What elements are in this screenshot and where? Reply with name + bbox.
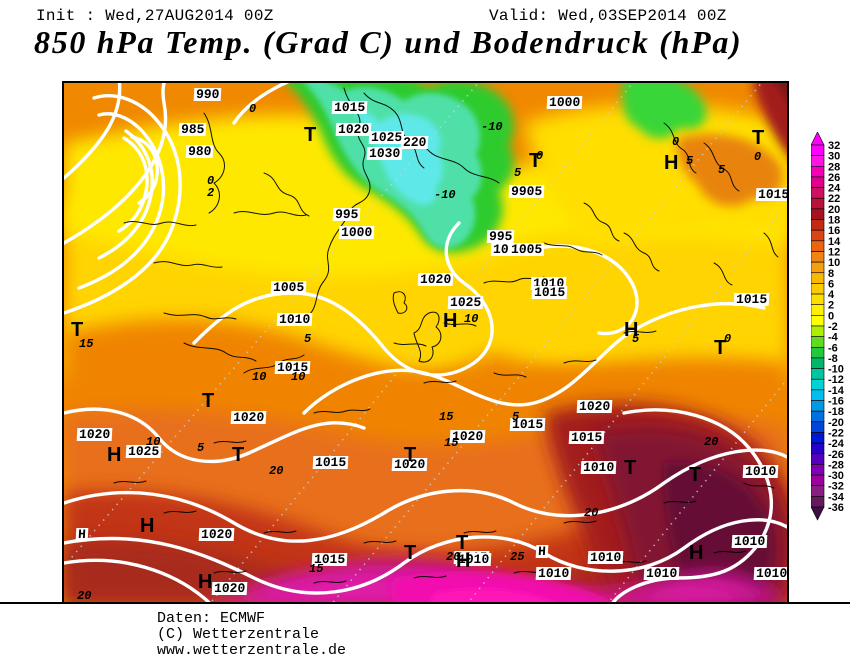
svg-text:-36: -36	[828, 502, 844, 514]
